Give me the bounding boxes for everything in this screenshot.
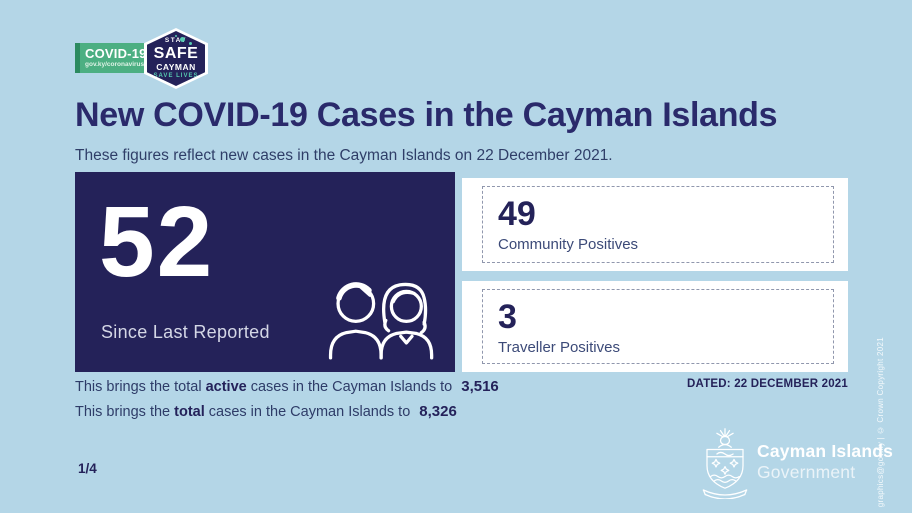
traveller-positives-card: 3 Traveller Positives (462, 281, 848, 372)
community-positives-card: 49 Community Positives (462, 178, 848, 271)
total-active-prefix: This brings the total (75, 379, 206, 395)
total-overall-value: 8,326 (419, 403, 457, 420)
page-subtitle: These figures reflect new cases in the C… (75, 147, 613, 164)
copyright-credit: graphics@gov.ky | © Crown Copyright 2021 (876, 336, 885, 507)
total-overall-bold: total (174, 404, 205, 420)
stay-safe-hexagon-badge: STAY SAFE CAYMAN SAVE LIVES (144, 28, 208, 89)
cayman-crest-icon (702, 428, 748, 499)
total-active-value: 3,516 (461, 378, 499, 395)
total-active-middle: cases in the Cayman Islands to (246, 379, 453, 395)
stay-safe-hexagon-inner: STAY SAFE CAYMAN SAVE LIVES (147, 31, 205, 86)
covid19-logo-stripe (75, 43, 80, 73)
virus-dot-icon (180, 37, 185, 42)
community-positives-value: 49 (498, 195, 536, 233)
traveller-positives-value: 3 (498, 298, 517, 336)
new-cases-card: 52 Since Last Reported (75, 172, 455, 372)
total-active-bold: active (205, 379, 247, 395)
total-overall-line: This brings the total cases in the Cayma… (75, 403, 457, 420)
community-positives-label: Community Positives (498, 235, 639, 253)
total-overall-prefix: This brings the (75, 404, 175, 420)
new-cases-value: 52 (99, 186, 215, 298)
new-cases-label: Since Last Reported (101, 322, 270, 342)
traveller-positives-label: Traveller Positives (498, 338, 620, 356)
page-number: 1/4 (78, 461, 97, 476)
total-active-line: This brings the total active cases in th… (75, 378, 499, 395)
community-positives-frame: 49 Community Positives (482, 186, 834, 263)
hex-text-save-lives: SAVE LIVES (153, 73, 199, 79)
total-overall-middle: cases in the Cayman Islands to (204, 404, 411, 420)
covid19-logo-text: COVID-19 gov.ky/coronavirus (75, 47, 147, 69)
covid19-logo-title: COVID-19 (85, 46, 147, 62)
page-title: New COVID-19 Cases in the Cayman Islands (75, 96, 778, 134)
hex-text-safe: SAFE (153, 44, 199, 62)
dated-label: DATED: 22 DECEMBER 2021 (687, 378, 848, 390)
people-icon (328, 282, 434, 360)
government-wordmark-line2: Government (757, 462, 856, 482)
government-wordmark-line1: Cayman Islands (757, 441, 894, 461)
virus-dot-icon (175, 35, 177, 37)
hex-text-stay: STAY (164, 37, 188, 44)
hex-text-cayman: CAYMAN (156, 61, 196, 72)
government-wordmark: Cayman Islands Government (757, 441, 893, 483)
covid19-logo-url: gov.ky/coronavirus (85, 61, 145, 69)
virus-dot-icon (189, 42, 192, 45)
traveller-positives-frame: 3 Traveller Positives (482, 289, 834, 364)
